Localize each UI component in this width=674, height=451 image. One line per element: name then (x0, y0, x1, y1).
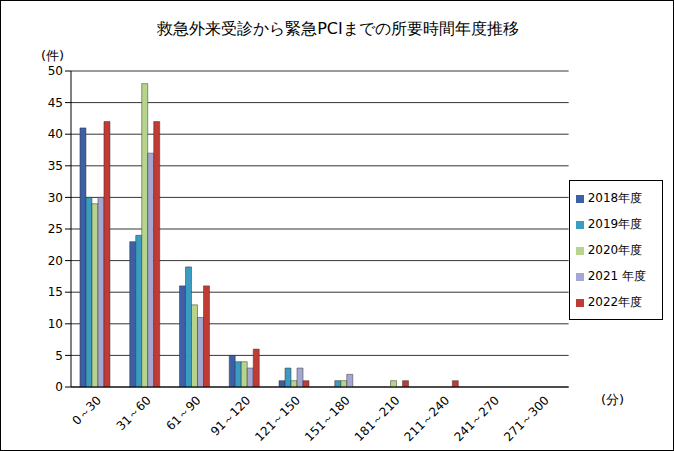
svg-text:241～270: 241～270 (451, 393, 502, 444)
svg-text:35: 35 (48, 159, 63, 173)
svg-text:61～90: 61～90 (164, 393, 204, 433)
svg-text:30: 30 (48, 191, 63, 205)
svg-text:151～180: 151～180 (302, 393, 353, 444)
svg-text:15: 15 (48, 285, 63, 299)
html-text:救急外来受診から緊急PCIまでの所要時間年度推移: 救急外来受診から緊急PCIまでの所要時間年度推移 (157, 19, 519, 38)
svg-text:10: 10 (48, 317, 63, 331)
html-text:2020年度: 2020年度 (587, 243, 643, 257)
svg-text:5: 5 (55, 349, 63, 363)
html-text:(分): (分) (601, 392, 625, 407)
svg-text:271～300: 271～300 (501, 393, 552, 444)
html-text:2021 年度: 2021 年度 (587, 269, 646, 283)
html-text:2018年度: 2018年度 (587, 191, 643, 205)
svg-text:50: 50 (48, 64, 63, 78)
svg-text:25: 25 (48, 222, 63, 236)
svg-text:211～240: 211～240 (402, 393, 453, 444)
svg-text:181～210: 181～210 (352, 393, 403, 444)
html-text:2022年度: 2022年度 (587, 295, 643, 309)
svg-text:121～150: 121～150 (252, 393, 303, 444)
svg-text:31～60: 31～60 (114, 393, 154, 433)
html-text:(件): (件) (41, 48, 65, 63)
svg-text:0～30: 0～30 (69, 393, 104, 428)
svg-text:40: 40 (48, 127, 63, 141)
html-text:2019年度: 2019年度 (587, 217, 643, 231)
svg-text:20: 20 (48, 254, 63, 268)
svg-text:0: 0 (55, 380, 63, 394)
svg-text:45: 45 (48, 96, 63, 110)
svg-text:91～120: 91～120 (208, 393, 253, 438)
